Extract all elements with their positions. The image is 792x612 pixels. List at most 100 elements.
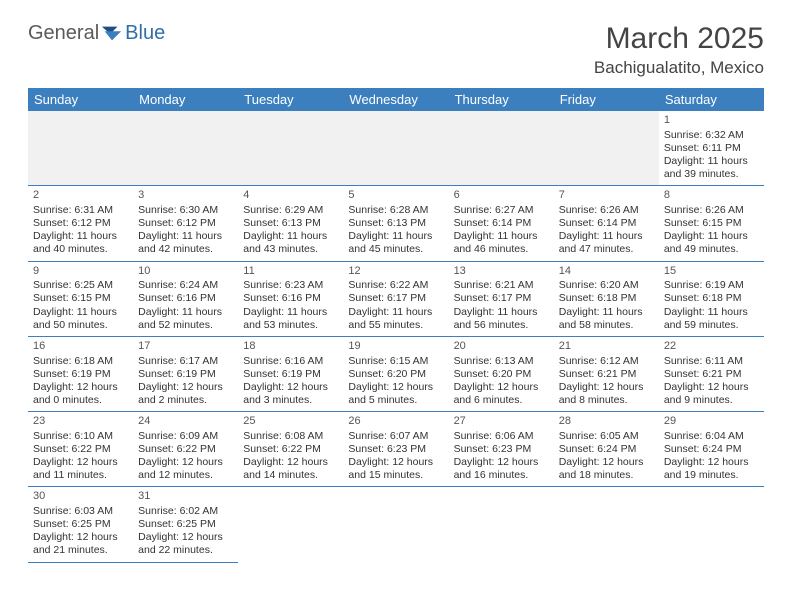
- calendar-cell: 31Sunrise: 6:02 AMSunset: 6:25 PMDayligh…: [133, 487, 238, 562]
- sunrise-text: Sunrise: 6:05 AM: [559, 430, 654, 443]
- calendar-cell: 27Sunrise: 6:06 AMSunset: 6:23 PMDayligh…: [449, 412, 554, 487]
- day-number: 12: [348, 265, 443, 279]
- page-header: General Blue March 2025 Bachigualatito, …: [28, 22, 764, 78]
- day-number: 13: [454, 265, 549, 279]
- sunrise-text: Sunrise: 6:09 AM: [138, 430, 233, 443]
- daylight-text: Daylight: 12 hours and 16 minutes.: [454, 456, 549, 482]
- day-number: 27: [454, 415, 549, 429]
- calendar-page: General Blue March 2025 Bachigualatito, …: [0, 0, 792, 573]
- daylight-text: Daylight: 12 hours and 19 minutes.: [664, 456, 759, 482]
- day-number: 17: [138, 340, 233, 354]
- month-title: March 2025: [594, 22, 764, 56]
- sunset-text: Sunset: 6:25 PM: [138, 518, 233, 531]
- calendar-cell: 28Sunrise: 6:05 AMSunset: 6:24 PMDayligh…: [554, 412, 659, 487]
- sunset-text: Sunset: 6:22 PM: [138, 443, 233, 456]
- calendar-cell: 14Sunrise: 6:20 AMSunset: 6:18 PMDayligh…: [554, 261, 659, 336]
- day-number: 18: [243, 340, 338, 354]
- daylight-text: Daylight: 11 hours and 58 minutes.: [559, 306, 654, 332]
- daylight-text: Daylight: 12 hours and 22 minutes.: [138, 531, 233, 557]
- sunset-text: Sunset: 6:19 PM: [138, 368, 233, 381]
- calendar-cell: [28, 111, 133, 186]
- sunrise-text: Sunrise: 6:31 AM: [33, 204, 128, 217]
- day-number: 14: [559, 265, 654, 279]
- daylight-text: Daylight: 11 hours and 49 minutes.: [664, 230, 759, 256]
- calendar-cell: 20Sunrise: 6:13 AMSunset: 6:20 PMDayligh…: [449, 336, 554, 411]
- daylight-text: Daylight: 11 hours and 42 minutes.: [138, 230, 233, 256]
- daylight-text: Daylight: 12 hours and 8 minutes.: [559, 381, 654, 407]
- sunset-text: Sunset: 6:18 PM: [664, 292, 759, 305]
- daylight-text: Daylight: 11 hours and 50 minutes.: [33, 306, 128, 332]
- calendar-cell: [449, 487, 554, 562]
- daylight-text: Daylight: 12 hours and 11 minutes.: [33, 456, 128, 482]
- day-number: 24: [138, 415, 233, 429]
- sunrise-text: Sunrise: 6:10 AM: [33, 430, 128, 443]
- sunset-text: Sunset: 6:23 PM: [454, 443, 549, 456]
- sunset-text: Sunset: 6:22 PM: [243, 443, 338, 456]
- day-number: 31: [138, 490, 233, 504]
- daylight-text: Daylight: 12 hours and 0 minutes.: [33, 381, 128, 407]
- calendar-cell: 15Sunrise: 6:19 AMSunset: 6:18 PMDayligh…: [659, 261, 764, 336]
- daylight-text: Daylight: 12 hours and 9 minutes.: [664, 381, 759, 407]
- day-number: 22: [664, 340, 759, 354]
- daylight-text: Daylight: 12 hours and 5 minutes.: [348, 381, 443, 407]
- sunset-text: Sunset: 6:14 PM: [559, 217, 654, 230]
- calendar-cell: 13Sunrise: 6:21 AMSunset: 6:17 PMDayligh…: [449, 261, 554, 336]
- sunrise-text: Sunrise: 6:17 AM: [138, 355, 233, 368]
- calendar-row: 30Sunrise: 6:03 AMSunset: 6:25 PMDayligh…: [28, 487, 764, 562]
- location-subtitle: Bachigualatito, Mexico: [594, 58, 764, 78]
- day-number: 8: [664, 189, 759, 203]
- calendar-cell: 29Sunrise: 6:04 AMSunset: 6:24 PMDayligh…: [659, 412, 764, 487]
- daylight-text: Daylight: 11 hours and 46 minutes.: [454, 230, 549, 256]
- calendar-cell: 19Sunrise: 6:15 AMSunset: 6:20 PMDayligh…: [343, 336, 448, 411]
- sunset-text: Sunset: 6:20 PM: [454, 368, 549, 381]
- logo-text-b: Blue: [125, 22, 165, 45]
- daylight-text: Daylight: 12 hours and 21 minutes.: [33, 531, 128, 557]
- sunrise-text: Sunrise: 6:15 AM: [348, 355, 443, 368]
- sunrise-text: Sunrise: 6:25 AM: [33, 279, 128, 292]
- sunrise-text: Sunrise: 6:06 AM: [454, 430, 549, 443]
- sunset-text: Sunset: 6:20 PM: [348, 368, 443, 381]
- sunrise-text: Sunrise: 6:02 AM: [138, 505, 233, 518]
- day-number: 20: [454, 340, 549, 354]
- weekday-header: Thursday: [449, 88, 554, 111]
- sunrise-text: Sunrise: 6:28 AM: [348, 204, 443, 217]
- sunset-text: Sunset: 6:25 PM: [33, 518, 128, 531]
- daylight-text: Daylight: 12 hours and 6 minutes.: [454, 381, 549, 407]
- calendar-cell: 24Sunrise: 6:09 AMSunset: 6:22 PMDayligh…: [133, 412, 238, 487]
- calendar-cell: 25Sunrise: 6:08 AMSunset: 6:22 PMDayligh…: [238, 412, 343, 487]
- sunset-text: Sunset: 6:12 PM: [33, 217, 128, 230]
- day-number: 6: [454, 189, 549, 203]
- sunrise-text: Sunrise: 6:22 AM: [348, 279, 443, 292]
- calendar-cell: 8Sunrise: 6:26 AMSunset: 6:15 PMDaylight…: [659, 186, 764, 261]
- weekday-header: Friday: [554, 88, 659, 111]
- sunrise-text: Sunrise: 6:21 AM: [454, 279, 549, 292]
- sunrise-text: Sunrise: 6:07 AM: [348, 430, 443, 443]
- sunrise-text: Sunrise: 6:08 AM: [243, 430, 338, 443]
- calendar-cell: [343, 111, 448, 186]
- day-number: 15: [664, 265, 759, 279]
- brand-logo: General Blue: [28, 22, 165, 45]
- weekday-header-row: Sunday Monday Tuesday Wednesday Thursday…: [28, 88, 764, 111]
- day-number: 1: [664, 114, 759, 128]
- day-number: 10: [138, 265, 233, 279]
- sunset-text: Sunset: 6:13 PM: [348, 217, 443, 230]
- sunset-text: Sunset: 6:17 PM: [348, 292, 443, 305]
- day-number: 19: [348, 340, 443, 354]
- day-number: 28: [559, 415, 654, 429]
- logo-flag-icon: [101, 25, 123, 43]
- calendar-cell: 5Sunrise: 6:28 AMSunset: 6:13 PMDaylight…: [343, 186, 448, 261]
- daylight-text: Daylight: 11 hours and 55 minutes.: [348, 306, 443, 332]
- daylight-text: Daylight: 11 hours and 43 minutes.: [243, 230, 338, 256]
- sunrise-text: Sunrise: 6:27 AM: [454, 204, 549, 217]
- calendar-cell: 6Sunrise: 6:27 AMSunset: 6:14 PMDaylight…: [449, 186, 554, 261]
- day-number: 29: [664, 415, 759, 429]
- sunrise-text: Sunrise: 6:26 AM: [664, 204, 759, 217]
- sunrise-text: Sunrise: 6:23 AM: [243, 279, 338, 292]
- sunset-text: Sunset: 6:16 PM: [138, 292, 233, 305]
- calendar-row: 16Sunrise: 6:18 AMSunset: 6:19 PMDayligh…: [28, 336, 764, 411]
- day-number: 7: [559, 189, 654, 203]
- sunrise-text: Sunrise: 6:13 AM: [454, 355, 549, 368]
- calendar-cell: 30Sunrise: 6:03 AMSunset: 6:25 PMDayligh…: [28, 487, 133, 562]
- calendar-row: 23Sunrise: 6:10 AMSunset: 6:22 PMDayligh…: [28, 412, 764, 487]
- daylight-text: Daylight: 12 hours and 15 minutes.: [348, 456, 443, 482]
